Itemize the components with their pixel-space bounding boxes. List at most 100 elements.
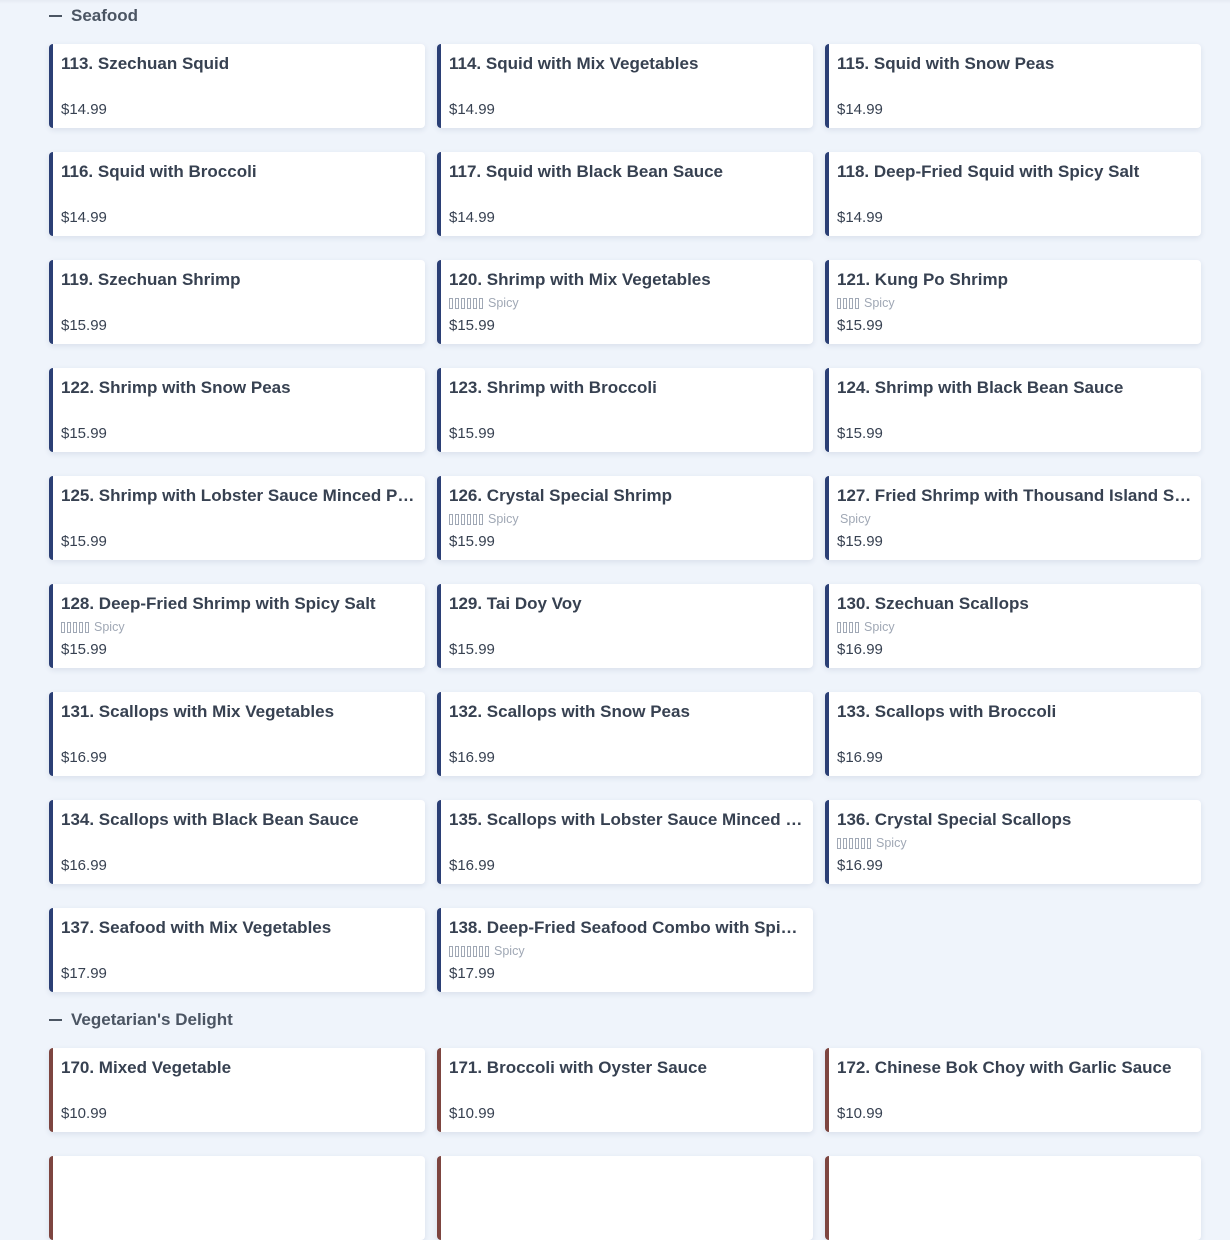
item-price: $15.99 [61,533,107,550]
section-title: Vegetarian's Delight [71,1010,233,1029]
item-price: $16.99 [61,857,107,874]
item-price: $10.99 [837,1105,883,1122]
chili-icon [855,621,859,633]
item-price: $16.99 [837,857,883,874]
menu-item-card[interactable]: 125. Shrimp with Lobster Sauce Minced Po… [49,476,425,560]
previous-section-edge [0,0,1230,4]
item-price: $10.99 [449,1105,495,1122]
menu-item-card[interactable]: 119. Szechuan Shrimp $15.99 [49,260,425,344]
item-price: $14.99 [449,209,495,226]
menu-item-card[interactable]: 133. Scallops with Broccoli $16.99 [825,692,1201,776]
menu-item-card[interactable]: 118. Deep-Fried Squid with Spicy Salt $14… [825,152,1201,236]
chili-icon [855,297,859,309]
collapse-icon [49,1019,62,1021]
chili-icon [449,945,453,957]
item-price: $16.99 [61,749,107,766]
chili-icon [455,513,459,525]
menu-item-card[interactable]: 128. Deep-Fried Shrimp with Spicy Salt Sp… [49,584,425,668]
menu-item-card[interactable]: 172. Chinese Bok Choy with Garlic Sauce $… [825,1048,1201,1132]
menu-item-card[interactable]: 124. Shrimp with Black Bean Sauce $15.99 [825,368,1201,452]
section-header-toggle[interactable]: Vegetarian's Delight [49,1004,1201,1036]
menu-item-card[interactable]: 114. Squid with Mix Vegetables $14.99 [437,44,813,128]
item-name: 122. Shrimp with Snow Peas [61,378,291,397]
menu-item-card[interactable]: 116. Squid with Broccoli $14.99 [49,152,425,236]
menu-item-card[interactable]: 129. Tai Doy Voy $15.99 [437,584,813,668]
item-name: 138. Deep-Fried Seafood Combo with Spicy… [449,918,805,937]
chili-icon [473,945,477,957]
menu-item-card[interactable]: 123. Shrimp with Broccoli $15.99 [437,368,813,452]
menu-item-card[interactable] [49,1156,425,1240]
item-name: 123. Shrimp with Broccoli [449,378,657,397]
item-name: 171. Broccoli with Oyster Sauce [449,1058,707,1077]
menu-item-card[interactable]: 121. Kung Po Shrimp Spicy $15.99 [825,260,1201,344]
chili-icon [61,621,65,633]
item-price: $15.99 [449,425,495,442]
chili-icon [461,297,465,309]
chili-icon [461,513,465,525]
menu-item-card[interactable]: 134. Scallops with Black Bean Sauce $16.9… [49,800,425,884]
chili-icon [473,297,477,309]
item-price: $14.99 [61,209,107,226]
menu-item-card[interactable]: 113. Szechuan Squid $14.99 [49,44,425,128]
chili-icon [855,837,859,849]
item-name: 129. Tai Doy Voy [449,594,582,613]
spicy-label: Spicy [488,512,519,526]
menu-item-card[interactable]: 120. Shrimp with Mix Vegetables Spicy $15.… [437,260,813,344]
item-price: $14.99 [449,101,495,118]
item-price: $14.99 [837,101,883,118]
menu-item-card[interactable]: 131. Scallops with Mix Vegetables $16.99 [49,692,425,776]
item-price: $16.99 [449,857,495,874]
menu-item-card[interactable]: 171. Broccoli with Oyster Sauce $10.99 [437,1048,813,1132]
item-price: $15.99 [449,641,495,658]
chili-icon [73,621,77,633]
item-name: 120. Shrimp with Mix Vegetables [449,270,711,289]
menu-section: Vegetarian's Delight 170. Mixed Vegetabl… [49,1004,1201,1240]
item-price: $14.99 [61,101,107,118]
menu-item-card[interactable]: 132. Scallops with Snow Peas $16.99 [437,692,813,776]
chili-icon [837,297,841,309]
menu-item-card[interactable]: 117. Squid with Black Bean Sauce $14.99 [437,152,813,236]
menu-item-card[interactable]: 170. Mixed Vegetable $10.99 [49,1048,425,1132]
chili-icon [867,837,871,849]
item-name: 116. Squid with Broccoli [61,162,257,181]
menu-item-card[interactable]: 115. Squid with Snow Peas $14.99 [825,44,1201,128]
menu-item-card[interactable] [825,1156,1201,1240]
menu-item-card[interactable]: 136. Crystal Special Scallops Spicy $16.99 [825,800,1201,884]
chili-icon [449,513,453,525]
item-name: 131. Scallops with Mix Vegetables [61,702,335,721]
section-header-toggle[interactable]: Seafood [49,0,1201,32]
item-price: $15.99 [837,533,883,550]
spicy-indicator: Spicy [449,296,519,310]
spicy-indicator: Spicy [837,296,895,310]
item-price: $15.99 [449,317,495,334]
menu-item-card[interactable] [437,1156,813,1240]
menu-grid: 170. Mixed Vegetable $10.99 171. Broccoli … [49,1048,1201,1240]
item-price: $15.99 [61,425,107,442]
menu-item-card[interactable]: 122. Shrimp with Snow Peas $15.99 [49,368,425,452]
chili-icon [843,297,847,309]
item-price: $17.99 [449,965,495,982]
menu-item-card[interactable]: 138. Deep-Fried Seafood Combo with Spicy… [437,908,813,992]
item-name: 133. Scallops with Broccoli [837,702,1057,721]
spicy-indicator: Spicy [449,512,519,526]
menu-item-card[interactable]: 130. Szechuan Scallops Spicy $16.99 [825,584,1201,668]
item-name: 137. Seafood with Mix Vegetables [61,918,332,937]
spicy-indicator: Spicy [449,944,525,958]
menu-item-card[interactable]: 137. Seafood with Mix Vegetables $17.99 [49,908,425,992]
item-price: $15.99 [837,425,883,442]
menu-item-card[interactable]: 127. Fried Shrimp with Thousand Island S… [825,476,1201,560]
chili-icon [461,945,465,957]
item-name: 135. Scallops with Lobster Sauce Minced … [449,810,805,829]
menu-item-card[interactable]: 135. Scallops with Lobster Sauce Minced … [437,800,813,884]
menu-item-card[interactable]: 126. Crystal Special Shrimp Spicy $15.99 [437,476,813,560]
item-name: 115. Squid with Snow Peas [837,54,1055,73]
item-price: $16.99 [837,749,883,766]
item-name: 134. Scallops with Black Bean Sauce [61,810,359,829]
item-name: 114. Squid with Mix Vegetables [449,54,699,73]
chili-icon [467,945,471,957]
chili-icon [849,297,853,309]
item-name: 136. Crystal Special Scallops [837,810,1072,829]
chili-icon [861,837,865,849]
spicy-indicator: Spicy [837,836,907,850]
item-name: 125. Shrimp with Lobster Sauce Minced Po… [61,486,417,505]
